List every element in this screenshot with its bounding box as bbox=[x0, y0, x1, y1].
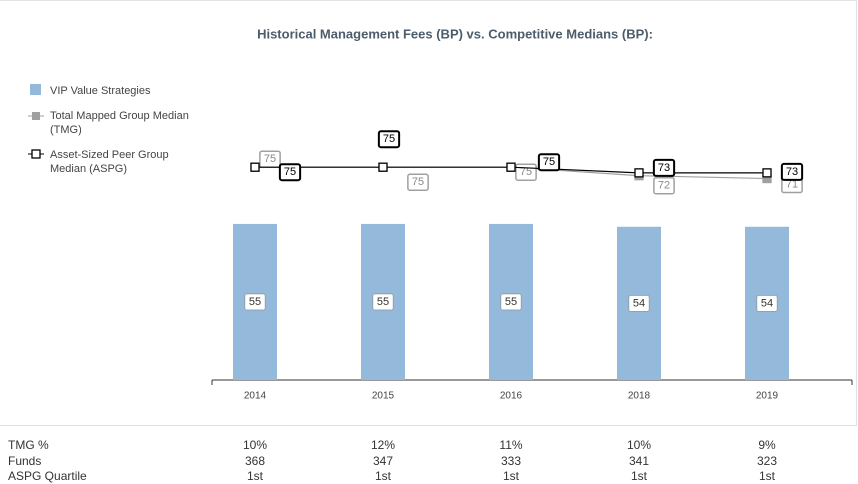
line-marker bbox=[378, 162, 388, 172]
data-label-box bbox=[377, 130, 401, 149]
chart-frame bbox=[0, 0, 857, 426]
data-label-box bbox=[652, 158, 676, 177]
data-label-box bbox=[628, 295, 650, 312]
table-cell: 1st bbox=[374, 469, 391, 483]
data-label: 73 bbox=[658, 162, 670, 174]
x-tick-label: 2019 bbox=[756, 391, 779, 402]
legend-swatch bbox=[32, 112, 40, 120]
data-label-box bbox=[372, 293, 394, 311]
x-tick-label: 2018 bbox=[628, 391, 651, 402]
data-label: 75 bbox=[412, 176, 424, 188]
x-tick-label: 2014 bbox=[244, 391, 267, 402]
table-cell: 12% bbox=[370, 438, 396, 452]
table-cell: 323 bbox=[756, 453, 778, 468]
data-label-box bbox=[537, 153, 561, 172]
data-label: 75 bbox=[264, 153, 276, 165]
table-row: TMG % 10% 12% 11% 10% 9% bbox=[0, 438, 858, 453]
row-label: ASPG Quartile bbox=[8, 469, 87, 483]
legend-swatch bbox=[31, 149, 41, 159]
data-label: 54 bbox=[633, 297, 645, 309]
data-label: 75 bbox=[520, 166, 532, 178]
table-cell: 341 bbox=[628, 453, 650, 468]
data-label: 54 bbox=[761, 297, 773, 309]
data-label: 55 bbox=[249, 296, 261, 308]
data-label-box bbox=[653, 176, 675, 195]
table-cell: 9% bbox=[758, 438, 776, 452]
data-label: 72 bbox=[658, 180, 670, 192]
line-marker bbox=[634, 168, 644, 178]
table-cell: 10% bbox=[626, 438, 652, 452]
line-marker bbox=[762, 168, 772, 178]
data-label: 75 bbox=[284, 166, 296, 178]
row-label: TMG % bbox=[8, 438, 49, 452]
data-label-box bbox=[780, 162, 804, 181]
row-label: Funds bbox=[8, 453, 42, 468]
data-label: 73 bbox=[786, 166, 798, 178]
x-tick-label: 2016 bbox=[500, 391, 523, 402]
data-label-box bbox=[244, 293, 266, 311]
data-label: 75 bbox=[383, 133, 395, 145]
table-cell: 1st bbox=[758, 469, 775, 483]
data-label: 55 bbox=[505, 296, 517, 308]
legend-label: VIP Value Strategies bbox=[50, 85, 151, 97]
table-row: ASPG Quartile 1st 1st 1st 1st 1st bbox=[0, 469, 858, 484]
data-label: 55 bbox=[377, 296, 389, 308]
legend-label: Total Mapped Group Median (TMG) bbox=[50, 110, 189, 136]
data-label: 75 bbox=[543, 156, 555, 168]
x-tick-label: 2015 bbox=[372, 391, 395, 402]
line-marker bbox=[506, 162, 516, 172]
table-cell: 368 bbox=[244, 453, 266, 468]
data-label-box bbox=[278, 163, 302, 182]
legend-swatch bbox=[30, 84, 41, 95]
table-cell: 1st bbox=[630, 469, 647, 483]
table-cell: 10% bbox=[242, 438, 268, 452]
table-cell: 347 bbox=[372, 453, 394, 468]
data-label-box bbox=[500, 293, 522, 311]
table-cell: 1st bbox=[246, 469, 263, 483]
chart-title: Historical Management Fees (BP) vs. Comp… bbox=[257, 26, 653, 41]
table-row: Funds 368 347 333 341 323 bbox=[0, 454, 858, 469]
table-cell: 1st bbox=[502, 469, 519, 483]
table-cell: 11% bbox=[499, 438, 523, 452]
data-label-box bbox=[407, 173, 429, 191]
legend-label: Asset-Sized Peer Group Median (ASPG) bbox=[50, 149, 169, 175]
data-label: 71 bbox=[786, 178, 798, 190]
table-cell: 333 bbox=[500, 453, 522, 468]
line-marker bbox=[250, 162, 260, 172]
data-label-box bbox=[756, 295, 778, 312]
